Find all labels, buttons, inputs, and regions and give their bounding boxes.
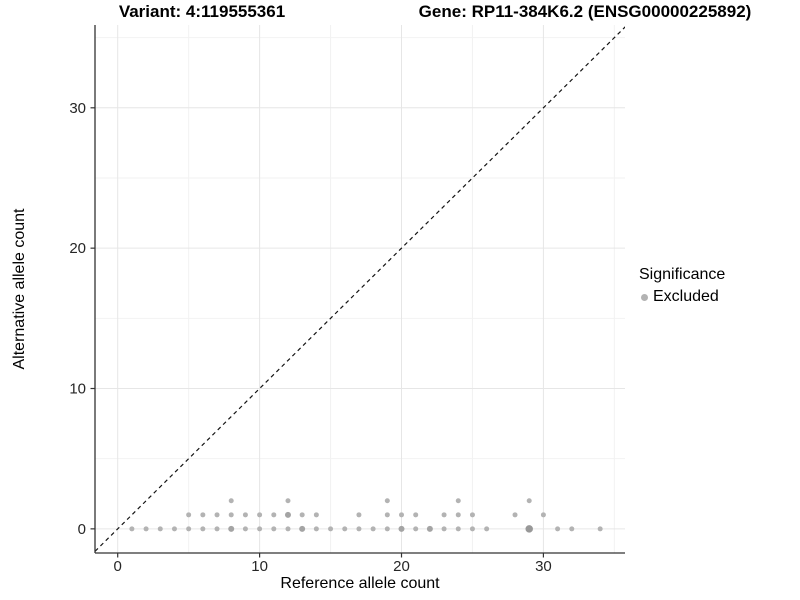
data-point <box>200 512 206 518</box>
data-point <box>186 526 192 532</box>
data-point <box>228 525 235 532</box>
data-point <box>129 526 135 532</box>
y-tick-label: 30 <box>69 100 86 117</box>
data-point <box>200 526 206 532</box>
y-axis-title: Alternative allele count <box>11 208 28 370</box>
data-point <box>597 526 603 532</box>
data-point <box>214 526 220 532</box>
data-point <box>525 525 533 533</box>
x-tick-label: 30 <box>535 558 552 575</box>
legend-item-label: Excluded <box>653 288 719 305</box>
data-point <box>540 512 546 518</box>
data-point <box>455 512 461 518</box>
data-point <box>242 526 248 532</box>
identity-line <box>95 26 625 553</box>
data-point <box>228 498 234 504</box>
data-point <box>299 512 305 518</box>
data-point <box>171 526 177 532</box>
data-point <box>157 526 163 532</box>
data-point <box>455 526 461 532</box>
data-point <box>526 498 532 504</box>
data-point <box>356 526 362 532</box>
data-point <box>469 512 475 518</box>
data-point <box>271 512 277 518</box>
data-point <box>398 525 405 532</box>
gene-title: Gene: RP11-384K6.2 (ENSG00000225892) <box>418 2 752 21</box>
data-point <box>284 511 291 518</box>
data-point <box>384 498 390 504</box>
data-point <box>512 512 518 518</box>
x-tick-label: 20 <box>393 558 410 575</box>
data-point <box>569 526 575 532</box>
legend: Significance Excluded <box>639 266 725 306</box>
data-point <box>214 512 220 518</box>
data-point <box>299 525 306 532</box>
data-point <box>484 526 490 532</box>
data-point <box>285 526 291 532</box>
data-point <box>413 526 419 532</box>
x-tick-label: 10 <box>251 558 268 575</box>
excluded-point-swatch <box>641 293 648 301</box>
data-point <box>228 512 234 518</box>
data-point <box>370 526 376 532</box>
data-point <box>186 512 192 518</box>
y-tick-label: 0 <box>78 521 86 538</box>
data-point <box>313 512 319 518</box>
data-point <box>384 512 390 518</box>
data-point <box>342 526 348 532</box>
data-point <box>285 498 291 504</box>
data-point <box>257 512 263 518</box>
data-point <box>356 512 362 518</box>
data-point <box>242 512 248 518</box>
data-point <box>143 526 149 532</box>
variant-title: Variant: 4:119555361 <box>118 2 286 21</box>
data-point <box>469 526 475 532</box>
data-point <box>455 498 461 504</box>
y-tick-label: 10 <box>69 381 86 398</box>
legend-item-excluded: Excluded <box>639 288 725 306</box>
data-point <box>413 512 419 518</box>
data-point <box>328 526 334 532</box>
data-point <box>399 512 405 518</box>
data-point <box>441 512 447 518</box>
data-point <box>384 526 390 532</box>
legend-title: Significance <box>639 266 726 283</box>
data-point <box>257 526 263 532</box>
data-point <box>426 525 433 532</box>
data-point <box>555 526 561 532</box>
x-axis-title: Reference allele count <box>280 575 440 592</box>
x-tick-label: 0 <box>114 558 122 575</box>
data-point <box>271 526 277 532</box>
data-point <box>313 526 319 532</box>
data-point <box>441 526 447 532</box>
y-tick-label: 20 <box>69 240 86 257</box>
